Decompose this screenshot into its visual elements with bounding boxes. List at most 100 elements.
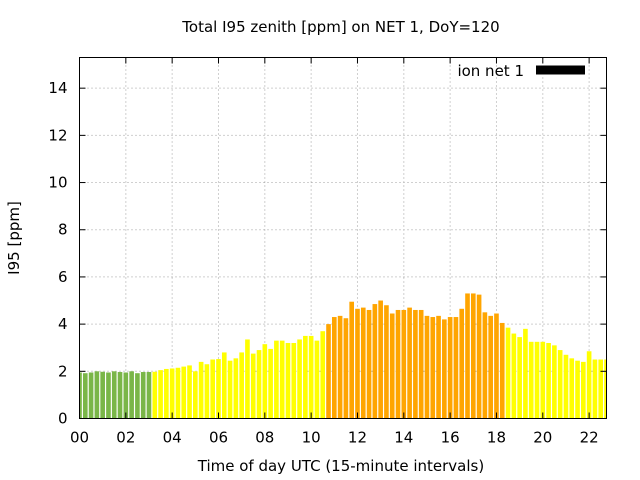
bar <box>245 339 250 419</box>
bar <box>169 368 175 419</box>
bar <box>279 340 285 419</box>
bar <box>331 317 337 419</box>
bar <box>100 371 105 419</box>
bar <box>476 294 482 419</box>
bar <box>135 373 140 419</box>
bar <box>233 358 239 419</box>
bar <box>459 308 465 419</box>
bar <box>395 309 401 419</box>
x-tick-label: 20 <box>533 429 552 447</box>
bar <box>430 317 436 419</box>
bar <box>187 365 192 419</box>
bar <box>239 352 244 419</box>
y-axis-label: I95 [ppm] <box>5 201 23 275</box>
plot-frame <box>79 57 607 419</box>
x-tick-label: 14 <box>394 429 413 447</box>
bar <box>413 309 418 419</box>
bar <box>256 350 262 419</box>
y-tick-label: 14 <box>48 79 67 97</box>
bar <box>303 335 308 419</box>
bar <box>193 371 198 419</box>
bar <box>592 359 598 419</box>
bar <box>482 312 488 419</box>
bar <box>164 368 169 419</box>
y-tick-label: 0 <box>58 410 68 428</box>
bar <box>447 317 453 419</box>
bar <box>106 372 111 419</box>
bar <box>285 342 291 419</box>
bar <box>198 361 204 419</box>
bar <box>227 360 233 419</box>
bar <box>401 309 407 419</box>
bar <box>291 342 297 419</box>
bar <box>314 340 320 419</box>
bar <box>274 340 279 419</box>
bar <box>517 337 522 419</box>
legend-swatch <box>536 65 585 75</box>
bar <box>569 358 575 419</box>
y-tick-label: 12 <box>48 126 67 144</box>
bar <box>534 341 540 419</box>
bar <box>418 309 424 419</box>
x-tick-label: 22 <box>580 429 599 447</box>
bar <box>557 350 563 419</box>
bar <box>407 307 412 419</box>
bar <box>181 366 187 419</box>
bar <box>349 301 355 419</box>
bar <box>384 305 389 419</box>
x-tick-label: 02 <box>116 429 135 447</box>
bar <box>129 371 134 419</box>
y-tick-label: 10 <box>48 174 67 192</box>
bar <box>360 307 366 419</box>
bar <box>563 354 569 419</box>
bar <box>210 359 216 419</box>
x-tick-label: 12 <box>348 429 367 447</box>
chart-title: Total I95 zenith [ppm] on NET 1, DoY=120 <box>181 18 499 36</box>
x-tick-label: 04 <box>163 429 182 447</box>
bar <box>79 372 82 419</box>
bar <box>505 327 511 419</box>
bar <box>424 315 430 419</box>
bar <box>366 309 372 419</box>
x-tick-label: 08 <box>255 429 274 447</box>
bar <box>470 293 476 419</box>
bar <box>204 364 210 419</box>
bar <box>216 359 221 419</box>
bar <box>575 360 580 419</box>
bar <box>117 372 123 419</box>
y-tick-label: 6 <box>58 268 68 286</box>
bar <box>158 370 163 419</box>
x-tick-label: 18 <box>487 429 506 447</box>
bar <box>88 372 94 419</box>
bar <box>221 352 227 419</box>
bar <box>465 293 470 419</box>
bar <box>372 304 378 419</box>
bar <box>552 345 557 419</box>
bar <box>250 353 256 419</box>
y-tick-label: 4 <box>58 315 68 333</box>
bar <box>94 371 100 419</box>
bars <box>79 293 607 419</box>
bar <box>343 318 349 419</box>
bar <box>488 315 493 419</box>
bar <box>123 372 129 419</box>
bar <box>546 342 551 419</box>
x-tick-label: 06 <box>209 429 228 447</box>
bar <box>308 335 314 419</box>
x-tick-label: 10 <box>302 429 321 447</box>
bar <box>540 341 546 419</box>
bar <box>389 313 395 419</box>
bar <box>604 359 607 419</box>
bar <box>523 328 528 419</box>
bar <box>175 367 181 419</box>
bar <box>355 308 360 419</box>
x-tick-label: 00 <box>70 429 89 447</box>
bar <box>499 322 505 419</box>
bar <box>494 313 499 419</box>
bar <box>442 319 447 419</box>
bar <box>146 372 152 419</box>
bar <box>453 317 459 419</box>
bar <box>586 351 592 419</box>
